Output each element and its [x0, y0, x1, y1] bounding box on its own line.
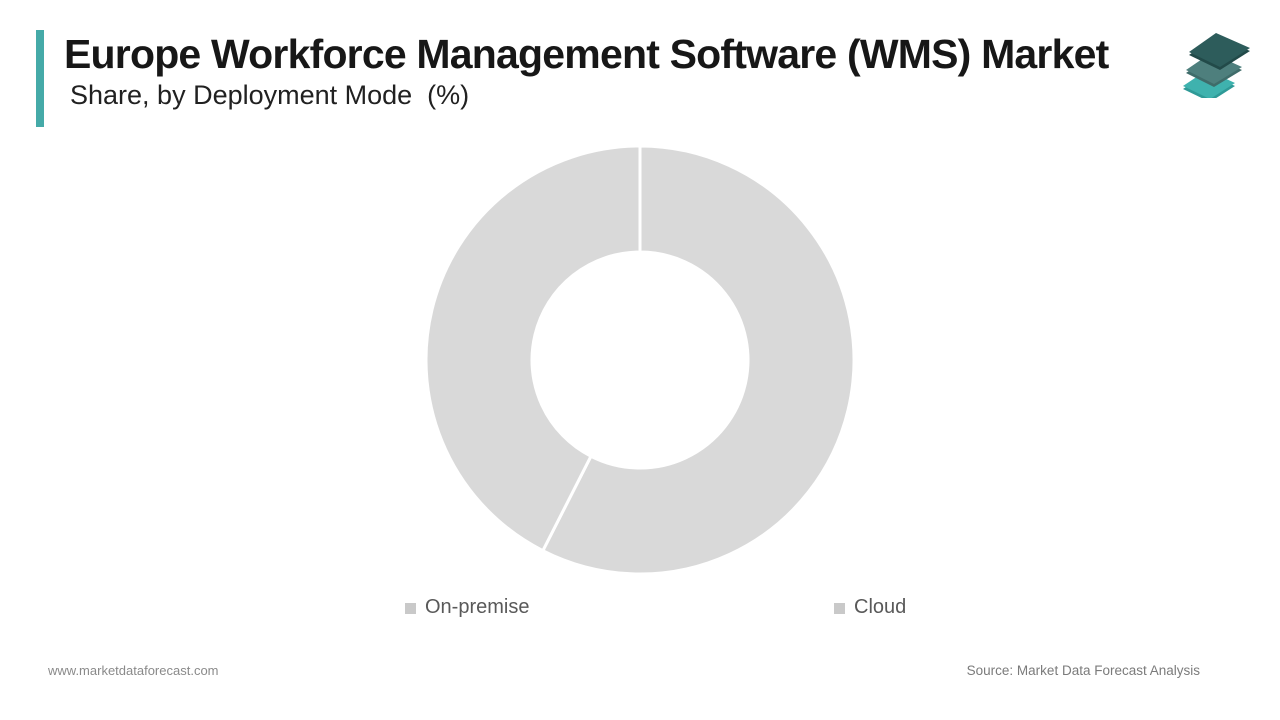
logo-layer-top: [1189, 33, 1250, 67]
website-credit: www.marketdataforecast.com: [48, 663, 219, 678]
legend-label-cloud: Cloud: [854, 596, 907, 618]
source-credit: Source: Market Data Forecast Analysis: [966, 663, 1200, 678]
donut-slice-on-premise[interactable]: [541, 144, 856, 576]
legend-item-on-premise[interactable]: On-premise: [405, 596, 529, 619]
donut-chart: [424, 144, 856, 576]
chart-legend: On-premise Cloud: [0, 596, 1280, 622]
legend-marker-cloud: [834, 602, 845, 614]
donut-slice-cloud[interactable]: [424, 144, 642, 553]
legend-item-cloud[interactable]: Cloud: [834, 596, 906, 619]
legend-marker-on-premise: [405, 602, 416, 614]
legend-label-on-premise: On-premise: [425, 596, 530, 618]
title-accent-bar: [36, 30, 44, 127]
market-data-forecast-logo: [1183, 33, 1250, 98]
page-title: Europe Workforce Management Software (WM…: [64, 31, 1109, 77]
header: Europe Workforce Management Software (WM…: [36, 30, 1109, 127]
header-text: Europe Workforce Management Software (WM…: [64, 30, 1109, 127]
page-subtitle: Share, by Deployment Mode (%): [70, 79, 470, 110]
